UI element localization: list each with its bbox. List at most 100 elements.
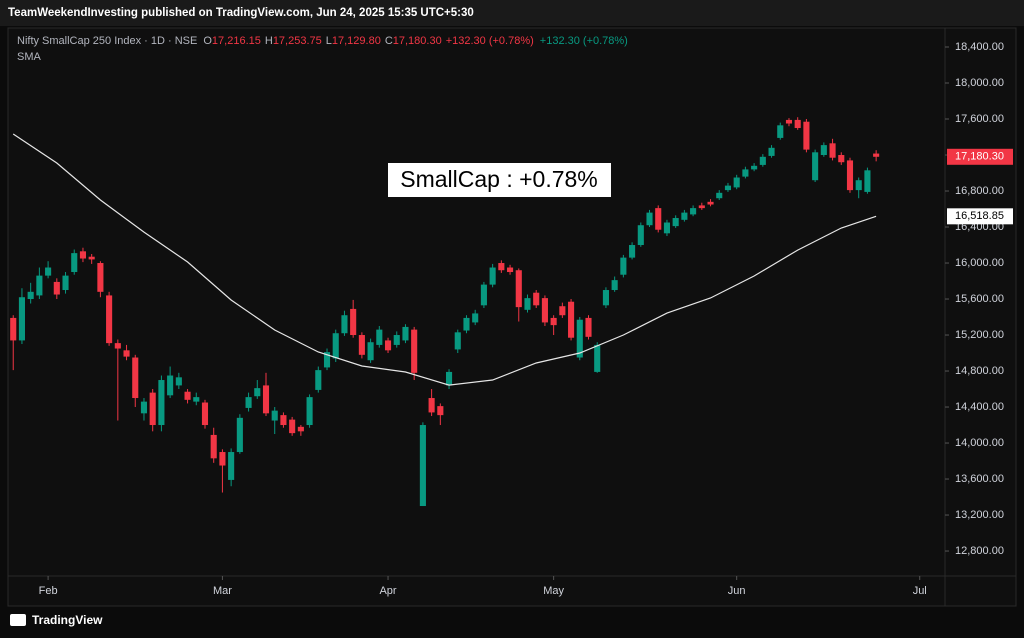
candle-body [184, 391, 191, 400]
y-tick-label: 15,600.00 [955, 293, 1004, 305]
candle-body [524, 298, 531, 310]
y-tick-label: 13,200.00 [955, 509, 1004, 521]
candle-body [167, 375, 174, 396]
candle-body [576, 319, 583, 358]
candle-body [655, 208, 662, 230]
candle-body [245, 397, 252, 408]
ohlc-value: 17,180.30 [393, 35, 442, 47]
candle-body [10, 317, 17, 341]
annotation: SmallCap : +0.78% [400, 166, 598, 192]
chart-frame [7, 27, 1017, 607]
candle-body [777, 125, 784, 138]
candle-body [637, 225, 644, 246]
candle-body [88, 256, 95, 260]
candle-body [106, 295, 113, 344]
candle-body [228, 452, 235, 480]
candle-body [594, 344, 601, 372]
candle-body [27, 291, 34, 300]
candle-body [332, 333, 339, 359]
candle-body [175, 377, 182, 386]
candle-body [376, 329, 383, 345]
candle-body [620, 257, 627, 275]
candle-body [785, 119, 793, 124]
y-tick-label: 14,400.00 [955, 401, 1004, 413]
candle-body [681, 212, 688, 220]
candle-body [271, 410, 278, 421]
candle-body [751, 165, 758, 170]
header-bar [0, 0, 1024, 26]
y-tick-label: 18,000.00 [955, 77, 1004, 89]
candle-body [236, 417, 243, 453]
candle-body [315, 370, 322, 390]
candle-body [201, 402, 209, 426]
ohlc-value: 17,253.75 [273, 35, 322, 47]
x-tick-label: May [543, 585, 564, 597]
change: +132.30 (+0.78%) [446, 35, 534, 47]
candle-body [480, 284, 487, 306]
candle-body [367, 342, 374, 361]
candle-body [411, 329, 418, 373]
y-tick-label: 15,200.00 [955, 329, 1004, 341]
brand: TradingView [32, 613, 103, 627]
candle-body [672, 218, 679, 227]
candle-body [568, 301, 575, 338]
candle-body [428, 398, 435, 413]
candle-body [280, 415, 287, 426]
candle-body [803, 121, 810, 150]
candle-body [794, 119, 801, 129]
ohlc-key: L [326, 35, 332, 47]
y-tick-label: 16,000.00 [955, 257, 1004, 269]
candle-body [768, 147, 775, 156]
candle-body [515, 270, 522, 308]
candle-body [812, 152, 819, 181]
candle-body [533, 292, 540, 306]
legend: Nifty SmallCap 250 Index · 1D · NSE SMA … [17, 35, 628, 63]
last-price-box [947, 148, 1013, 165]
candle-body [454, 332, 461, 350]
candle-body [864, 170, 871, 192]
candle-body [690, 208, 697, 215]
candle-body [873, 153, 880, 157]
candle-body [585, 317, 592, 337]
candle-body [707, 201, 714, 205]
ohlc-key: O [203, 35, 212, 47]
y-tick-label: 12,800.00 [955, 545, 1004, 557]
x-tick-label: Feb [39, 585, 58, 597]
candle-body [306, 397, 313, 426]
candle-body [53, 281, 60, 295]
candle-body [602, 290, 609, 306]
candle-body [210, 434, 217, 459]
candle-body [219, 452, 226, 466]
candle-body [62, 275, 69, 291]
last-price-label: 17,180.30 [955, 151, 1004, 163]
x-tick-label: Apr [379, 585, 396, 597]
candle-body [297, 426, 304, 432]
y-tick-label: 17,600.00 [955, 113, 1004, 125]
candle-body [18, 297, 25, 341]
candle-body [829, 143, 836, 158]
candle-body [759, 156, 766, 165]
candle-body [463, 317, 470, 331]
instrument-title: Nifty SmallCap 250 Index · 1D · NSE [17, 35, 197, 47]
candle-body [341, 315, 348, 334]
y-tick-label: 16,800.00 [955, 185, 1004, 197]
candle-body [149, 392, 156, 426]
candle-body [132, 357, 139, 399]
candle-body [45, 267, 52, 276]
ohlc-key: H [265, 35, 273, 47]
candle-body [158, 380, 165, 426]
candle-body [820, 145, 827, 156]
candle-body [140, 401, 148, 414]
y-tick-label: 13,600.00 [955, 473, 1004, 485]
candle-body [402, 326, 409, 341]
x-tick-label: Jun [728, 585, 746, 597]
candle-body [384, 340, 392, 351]
candle-body [507, 267, 514, 273]
candle-body [393, 335, 400, 345]
y-tick-label: 18,400.00 [955, 41, 1004, 53]
sma-price-label: 16,518.85 [955, 210, 1004, 222]
candle-body [646, 212, 653, 226]
candle-body [611, 280, 618, 291]
candle-body [698, 205, 705, 209]
